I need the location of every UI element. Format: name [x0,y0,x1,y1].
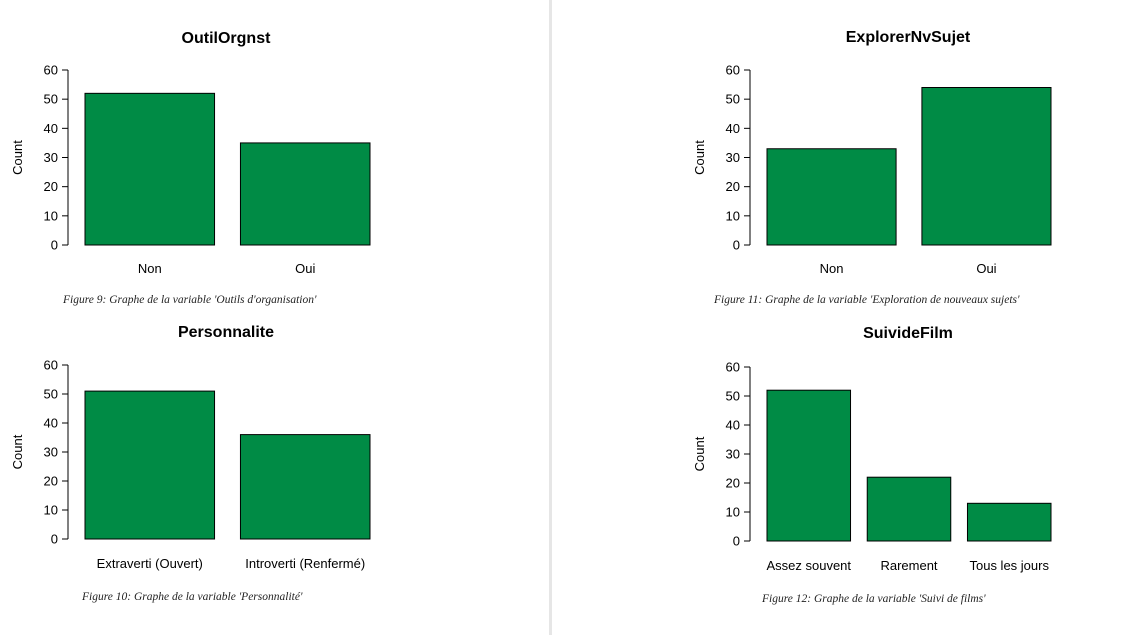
y-tick-label: 20 [44,179,58,194]
y-tick-label: 40 [726,121,740,136]
y-tick-label: 10 [44,503,58,518]
bar [921,87,1052,246]
y-axis-label: Count [692,436,707,471]
x-category-label: Tous les jours [969,558,1049,573]
caption-figure-9: Figure 9: Graphe de la variable 'Outils … [63,294,317,306]
y-tick-label: 20 [726,476,740,491]
chart-title: ExplorerNvSujet [846,29,971,46]
y-tick-label: 50 [44,92,58,107]
bar [866,476,952,542]
caption-figure-12: Figure 12: Graphe de la variable 'Suivi … [762,593,986,605]
x-category-label: Oui [295,261,315,276]
y-tick-label: 30 [726,447,740,462]
y-axis-label: Count [10,434,25,469]
x-category-label: Introverti (Renfermé) [245,556,365,571]
y-tick-label: 40 [44,121,58,136]
bar [84,390,216,540]
chart-panel-explorernvsujet: ExplorerNvSujet Count 0 10 20 30 40 50 60 Non Oui [0,0,1137,290]
y-tick-label: 60 [726,360,740,375]
chart-panel-outilorgnst: OutilOrgnst Count 0 10 20 30 40 50 60 Non Oui [0,0,540,290]
y-tick-label: 50 [726,92,740,107]
x-category-label: Non [820,261,844,276]
y-tick-label: 10 [726,505,740,520]
y-tick-label: 30 [726,150,740,165]
bar [766,148,897,246]
y-tick-label: 60 [44,63,58,78]
bar [766,389,852,542]
chart-personnalite: Personnalite Count 0 10 20 30 40 50 60 Extraverti… [10,324,371,571]
caption-figure-11: Figure 11: Graphe de la variable 'Explor… [714,294,1020,306]
y-tick-label: 0 [51,238,58,253]
chart-panel-personnalite: Personnalite Count 0 10 20 30 40 50 60 Extraverti… [0,0,540,600]
y-tick-label: 0 [733,534,740,549]
chart-suividefilm: SuivideFilm Count 0 10 20 30 40 50 60 Assez souve… [692,325,1052,573]
y-tick-label: 40 [726,418,740,433]
bar [239,434,371,540]
x-category-label: Extraverti (Ouvert) [97,556,203,571]
x-category-label: Assez souvent [766,558,851,573]
bar [966,502,1052,542]
y-axis-label: Count [692,140,707,175]
chart-panel-suividefilm: SuivideFilm Count 0 10 20 30 40 50 60 Assez souve… [692,325,1052,573]
y-tick-label: 0 [51,532,58,547]
chart-outilorgnst: OutilOrgnst Count 0 10 20 30 40 50 60 Non Oui [10,30,371,276]
y-tick-label: 40 [44,416,58,431]
y-axis-label: Count [10,140,25,175]
y-tick-label: 30 [44,150,58,165]
y-tick-label: 60 [44,358,58,373]
y-tick-label: 30 [44,445,58,460]
y-tick-label: 60 [726,63,740,78]
chart-title: OutilOrgnst [182,30,272,47]
bar [84,92,216,246]
x-category-label: Oui [976,261,996,276]
x-category-label: Non [138,261,162,276]
y-tick-label: 10 [44,208,58,223]
y-tick-label: 50 [44,387,58,402]
y-tick-label: 50 [726,389,740,404]
column-divider [549,0,552,635]
caption-figure-10: Figure 10: Graphe de la variable 'Person… [82,591,303,603]
y-tick-label: 10 [726,208,740,223]
chart-explorernvsujet: ExplorerNvSujet Count 0 10 20 30 40 50 60 Non Oui [692,29,1052,276]
chart-title: Personnalite [178,324,274,341]
y-tick-label: 0 [733,238,740,253]
y-tick-label: 20 [726,179,740,194]
y-tick-label: 20 [44,474,58,489]
bar [239,142,371,246]
x-category-label: Rarement [880,558,937,573]
chart-title: SuivideFilm [863,325,953,342]
